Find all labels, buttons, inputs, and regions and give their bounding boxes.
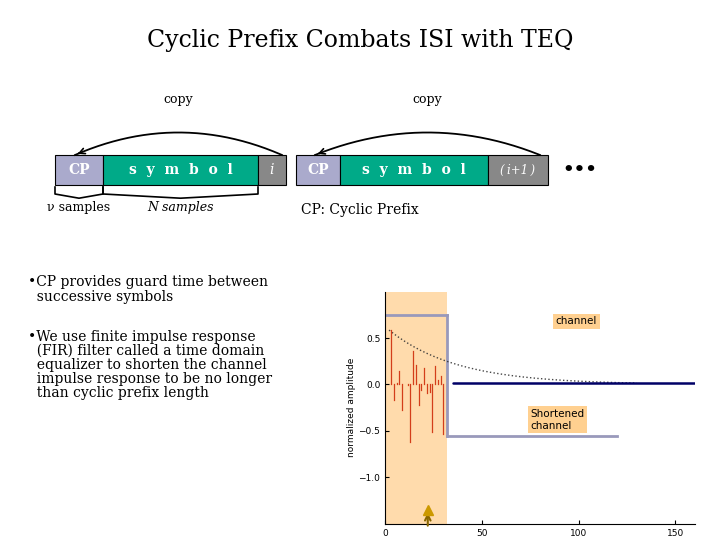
Text: copy: copy [413, 93, 442, 106]
Text: CP: Cyclic Prefix: CP: Cyclic Prefix [301, 203, 419, 217]
Text: CP: CP [68, 163, 90, 177]
Bar [488, 155, 548, 185]
Text: s  y  m  b  o  l: s y m b o l [362, 163, 466, 177]
Text: channel: channel [556, 316, 597, 326]
Bar [296, 155, 340, 185]
Text: •We use finite impulse response: •We use finite impulse response [28, 330, 256, 344]
Text: s  y  m  b  o  l: s y m b o l [129, 163, 233, 177]
Text: N samples: N samples [148, 201, 214, 214]
Text: •CP provides guard time between: •CP provides guard time between [28, 275, 268, 289]
Text: Cyclic Prefix Combats ISI with TEQ: Cyclic Prefix Combats ISI with TEQ [147, 29, 573, 51]
Text: Shortened
channel: Shortened channel [531, 409, 585, 430]
Text: i: i [270, 163, 274, 177]
Text: ν samples: ν samples [48, 201, 111, 214]
Text: than cyclic prefix length: than cyclic prefix length [28, 386, 209, 400]
Bar [258, 155, 286, 185]
Text: CP: CP [307, 163, 329, 177]
Bar [55, 155, 103, 185]
Y-axis label: normalized amplitude: normalized amplitude [347, 358, 356, 457]
Text: •••: ••• [562, 161, 598, 179]
Bar [385, 292, 447, 524]
Text: impulse response to be no longer: impulse response to be no longer [28, 372, 272, 386]
Text: ( i+1 ): ( i+1 ) [500, 164, 536, 177]
Text: successive symbols: successive symbols [28, 290, 174, 304]
Bar [103, 155, 258, 185]
Text: equalizer to shorten the channel: equalizer to shorten the channel [28, 358, 266, 372]
Bar [340, 155, 488, 185]
Text: copy: copy [163, 93, 194, 106]
Text: (FIR) filter called a time domain: (FIR) filter called a time domain [28, 344, 264, 358]
